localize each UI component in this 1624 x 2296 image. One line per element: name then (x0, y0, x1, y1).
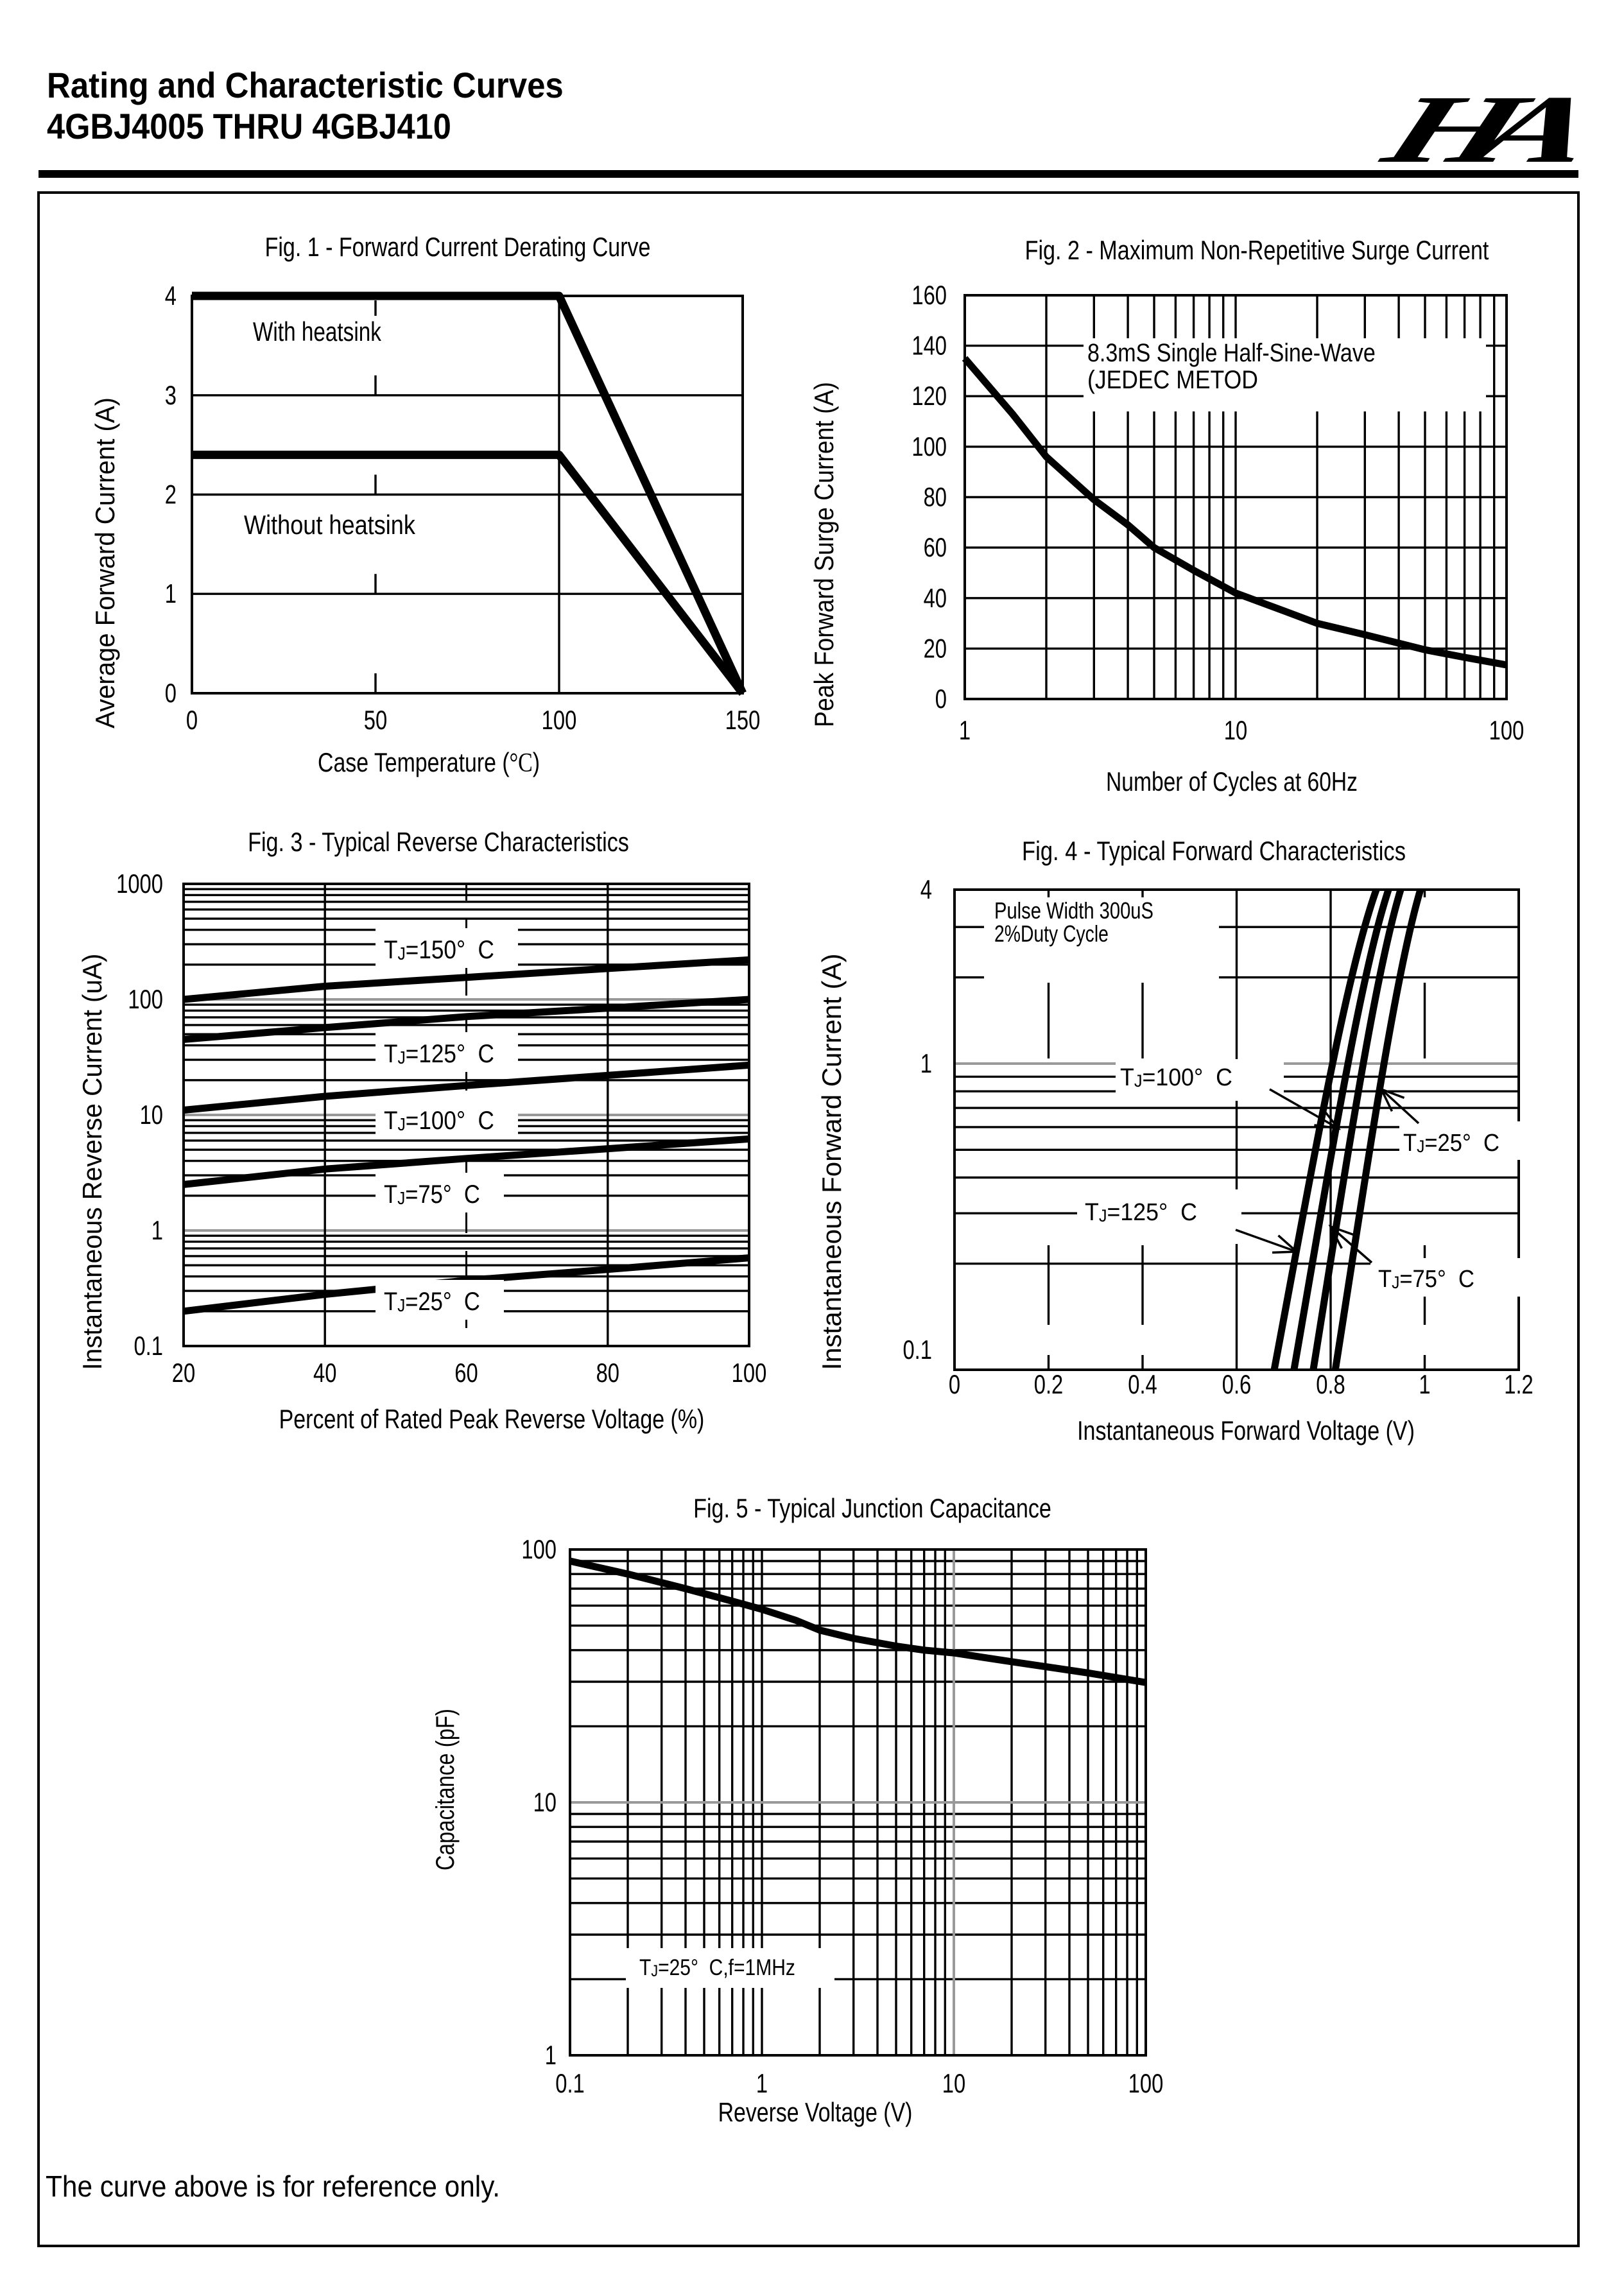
svg-text:0: 0 (949, 1369, 960, 1399)
svg-text:2%Duty Cycle: 2%Duty Cycle (994, 921, 1109, 947)
svg-text:Instantaneous Forward Current: Instantaneous Forward Current (A) (816, 954, 847, 1370)
svg-text:Pulse Width 300uS: Pulse Width 300uS (994, 897, 1153, 924)
svg-text:80: 80 (924, 482, 947, 512)
svg-text:Fig. 2 - Maximum Non-Repetitiv: Fig. 2 - Maximum Non-Repetitive Surge Cu… (1025, 236, 1489, 266)
svg-text:4: 4 (920, 874, 932, 904)
svg-text:1: 1 (920, 1048, 932, 1078)
svg-text:(JEDEC METOD: (JEDEC METOD (1087, 366, 1258, 394)
svg-text:0.1: 0.1 (555, 2068, 585, 2098)
svg-text:Rating and Characteristic Curv: Rating and Characteristic Curves (47, 66, 564, 106)
svg-text:The curve above is for referen: The curve above is for reference only. (46, 2170, 500, 2203)
svg-text:100: 100 (911, 431, 947, 462)
svg-text:Fig. 5 - Typical Junction Capa: Fig. 5 - Typical Junction Capacitance (693, 1494, 1051, 1524)
svg-text:100: 100 (521, 1534, 557, 1564)
svg-text:20: 20 (172, 1358, 195, 1388)
svg-text:Number of Cycles at 60Hz: Number of Cycles at 60Hz (1106, 768, 1358, 797)
svg-text:TJ=100° C: TJ=100° C (1120, 1064, 1232, 1091)
svg-text:40: 40 (313, 1358, 336, 1388)
svg-text:Instantaneous Reverse Current: Instantaneous Reverse Current (uA) (77, 954, 107, 1370)
svg-text:1: 1 (1419, 1369, 1430, 1399)
svg-text:1.2: 1.2 (1504, 1369, 1533, 1399)
svg-text:140: 140 (911, 331, 947, 361)
svg-text:0: 0 (165, 678, 177, 708)
svg-text:1000: 1000 (116, 868, 163, 899)
svg-text:Percent of Rated Peak Reverse: Percent of Rated Peak Reverse Voltage (%… (279, 1404, 705, 1435)
svg-text:100: 100 (128, 984, 163, 1014)
svg-text:0: 0 (935, 684, 947, 714)
svg-text:80: 80 (596, 1358, 619, 1388)
svg-text:3: 3 (165, 380, 177, 410)
svg-text:100: 100 (732, 1358, 767, 1388)
svg-text:1: 1 (756, 2068, 768, 2098)
svg-text:Without heatsink: Without heatsink (244, 511, 415, 540)
svg-text:Peak Forward Surge Current (A): Peak Forward Surge Current (A) (809, 382, 839, 727)
svg-text:150: 150 (725, 705, 761, 735)
svg-text:1: 1 (959, 715, 971, 745)
svg-text:160: 160 (911, 280, 947, 310)
svg-text:100: 100 (1128, 2068, 1164, 2098)
svg-text:0.8: 0.8 (1316, 1369, 1345, 1399)
svg-text:50: 50 (364, 705, 387, 735)
svg-text:HA: HA (1361, 76, 1624, 183)
svg-text:4GBJ4005 THRU 4GBJ410: 4GBJ4005 THRU 4GBJ410 (47, 107, 451, 147)
svg-text:60: 60 (924, 532, 947, 562)
svg-text:Instantaneous Forward Voltage: Instantaneous Forward Voltage (V) (1077, 1416, 1415, 1446)
svg-text:20: 20 (924, 633, 947, 663)
svg-text:TJ=125° C: TJ=125° C (1085, 1198, 1197, 1225)
svg-text:Fig. 1 - Forward Current Derat: Fig. 1 - Forward Current Derating Curve (265, 232, 651, 263)
svg-text:Fig. 3 - Typical Reverse Chara: Fig. 3 - Typical Reverse Characteristics (248, 827, 629, 858)
svg-text:40: 40 (924, 583, 947, 613)
svg-text:10: 10 (1224, 715, 1247, 745)
svg-text:2: 2 (165, 479, 177, 510)
svg-text:TJ=150° C: TJ=150° C (384, 935, 494, 964)
svg-text:With heatsink: With heatsink (253, 317, 381, 347)
svg-text:1: 1 (151, 1215, 163, 1245)
svg-text:0.4: 0.4 (1128, 1369, 1157, 1399)
svg-text:1: 1 (165, 578, 177, 609)
svg-text:10: 10 (533, 1787, 557, 1817)
svg-text:1: 1 (545, 2040, 557, 2070)
svg-text:0.6: 0.6 (1222, 1369, 1252, 1399)
svg-text:10: 10 (140, 1100, 163, 1130)
svg-text:Capacitance (pF): Capacitance (pF) (431, 1709, 460, 1870)
svg-text:60: 60 (454, 1358, 478, 1388)
svg-text:Average Forward Current (A): Average Forward Current (A) (90, 397, 120, 729)
svg-text:4: 4 (165, 281, 177, 311)
svg-text:100: 100 (542, 705, 577, 735)
svg-text:100: 100 (1489, 715, 1525, 745)
svg-text:10: 10 (942, 2068, 965, 2098)
svg-text:8.3mS Single Half-Sine-Wave: 8.3mS Single Half-Sine-Wave (1087, 338, 1376, 367)
svg-text:TJ=125° C: TJ=125° C (384, 1039, 494, 1068)
svg-text:Reverse Voltage (V): Reverse Voltage (V) (718, 2098, 913, 2128)
svg-text:0: 0 (186, 705, 198, 735)
svg-text:Fig. 4 - Typical Forward Chara: Fig. 4 - Typical Forward Characteristics (1022, 836, 1406, 867)
svg-text:0.1: 0.1 (903, 1334, 932, 1365)
svg-text:0.1: 0.1 (134, 1331, 163, 1361)
svg-text:Case Temperature (°C): Case Temperature (°C) (318, 748, 540, 778)
svg-text:TJ=25° C,f=1MHz: TJ=25° C,f=1MHz (639, 1955, 795, 1980)
svg-text:120: 120 (911, 381, 947, 411)
svg-text:0.2: 0.2 (1034, 1369, 1064, 1399)
